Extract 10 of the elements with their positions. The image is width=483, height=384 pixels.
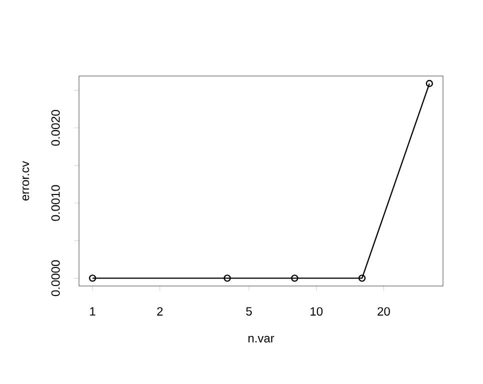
y-tick-label: 0.0000: [51, 260, 60, 296]
x-tick-label: 10: [310, 307, 323, 316]
y-tick-label: 0.0020: [51, 110, 60, 146]
x-tick-label: 5: [246, 307, 252, 316]
y-axis-title: error.cv: [22, 161, 30, 200]
x-axis-title: n.var: [248, 336, 274, 342]
x-tick-label: 2: [157, 307, 163, 316]
y-tick-label: 0.0010: [51, 185, 60, 221]
x-tick-label: 1: [90, 307, 96, 316]
x-tick-label: 20: [378, 307, 390, 316]
